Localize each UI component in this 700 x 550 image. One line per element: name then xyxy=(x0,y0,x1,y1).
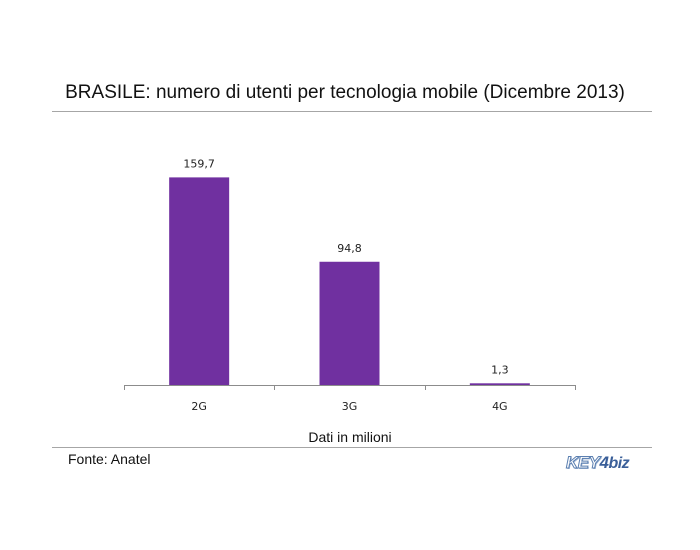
bar-4g xyxy=(469,383,530,385)
x-axis-label: Dati in milioni xyxy=(308,429,392,445)
title-divider xyxy=(52,111,652,112)
logo-biz: biz xyxy=(608,455,630,472)
key4biz-logo: KEY4biz xyxy=(565,452,630,474)
bar-2g xyxy=(169,177,230,385)
x-tick-label-4g: 4G xyxy=(492,400,508,413)
footer-divider xyxy=(52,447,652,448)
data-label-3g: 94,8 xyxy=(337,242,362,255)
bar-3g xyxy=(319,261,380,385)
data-label-2g: 159,7 xyxy=(183,157,215,170)
source-note: Fonte: Anatel xyxy=(68,451,151,467)
bar-chart: 159,7 2G 94,8 3G 1,3 4G xyxy=(124,157,576,413)
x-tick-label-2g: 2G xyxy=(191,400,207,413)
x-tick-label-3g: 3G xyxy=(342,400,358,413)
chart-title: BRASILE: numero di utenti per tecnologia… xyxy=(65,82,625,103)
data-label-4g: 1,3 xyxy=(491,363,509,376)
logo-key: KEY xyxy=(565,453,600,473)
logo-num: 4 xyxy=(599,453,609,472)
